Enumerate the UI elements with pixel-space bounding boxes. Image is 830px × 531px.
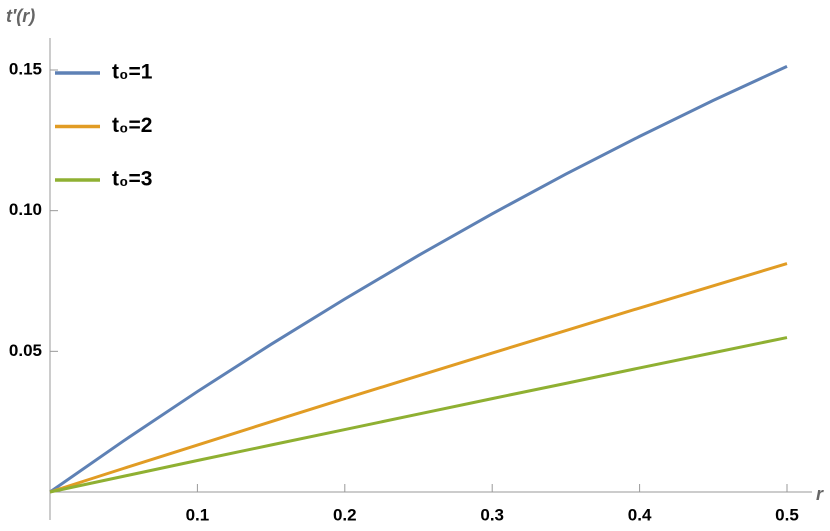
y-tick-label: 0.05 bbox=[9, 341, 42, 360]
series-line bbox=[49, 336, 788, 494]
y-tick-label: 0.15 bbox=[9, 59, 42, 78]
y-axis-label: t′(r) bbox=[6, 6, 35, 26]
series-line bbox=[49, 262, 788, 494]
x-tick-label: 0.5 bbox=[775, 505, 799, 524]
x-tick-label: 0.1 bbox=[186, 505, 210, 524]
series-line bbox=[49, 64, 788, 494]
x-tick-label: 0.4 bbox=[628, 505, 652, 524]
y-tick-label: 0.10 bbox=[9, 200, 42, 219]
legend-text: t₀=3 bbox=[112, 168, 152, 191]
x-tick-label: 0.3 bbox=[480, 505, 504, 524]
x-tick-label: 0.2 bbox=[333, 505, 357, 524]
x-axis-label: r bbox=[816, 484, 824, 504]
legend-text: t₀=2 bbox=[112, 114, 152, 137]
legend-text: t₀=1 bbox=[112, 61, 153, 84]
